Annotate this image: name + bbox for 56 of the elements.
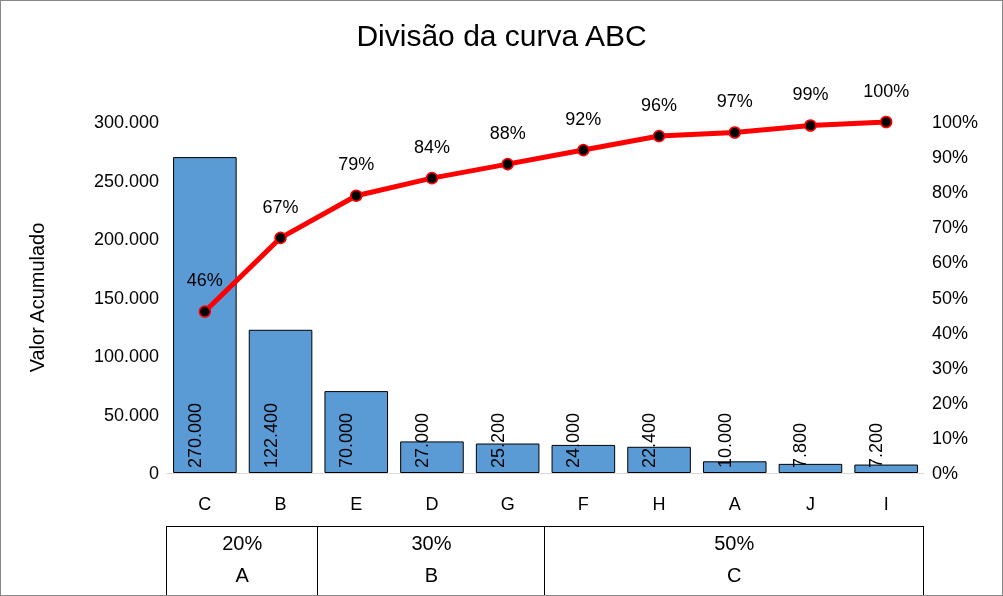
data-label: 79% bbox=[338, 154, 375, 175]
data-label: 25.200 bbox=[487, 412, 508, 468]
data-label: 7.800 bbox=[790, 422, 811, 468]
x-tick-label: C bbox=[198, 494, 212, 514]
data-label: 99% bbox=[792, 84, 829, 105]
y2-tick-label: 70% bbox=[932, 217, 969, 238]
data-label: 22.400 bbox=[639, 412, 660, 468]
chart-title: Divisão da curva ABC bbox=[356, 18, 647, 52]
data-label: 70.000 bbox=[336, 412, 357, 468]
y2-tick-label: 0% bbox=[932, 463, 959, 483]
y-tick-label: 100.000 bbox=[93, 346, 159, 366]
y2-tick-label: 100% bbox=[932, 112, 979, 132]
data-label: 24.000 bbox=[563, 412, 584, 468]
data-label: 96% bbox=[641, 94, 678, 115]
text: A bbox=[234, 563, 250, 588]
y-tick-label: 250.000 bbox=[93, 170, 159, 191]
x-tick-label: I bbox=[883, 494, 889, 514]
data-label: 122.400 bbox=[260, 402, 281, 468]
x-tick-label: H bbox=[652, 494, 666, 514]
text: 30% bbox=[410, 531, 453, 556]
y2-tick-label: 20% bbox=[932, 392, 969, 413]
y-tick-label: 0 bbox=[148, 463, 159, 483]
y2-tick-label: 90% bbox=[932, 147, 969, 168]
data-label: 92% bbox=[565, 108, 602, 129]
text: C bbox=[726, 563, 743, 588]
y2-tick-label: 50% bbox=[932, 287, 969, 308]
y-axis-title: Valor Acumulado bbox=[26, 222, 48, 373]
x-tick-label: A bbox=[728, 494, 741, 514]
data-label: 270.000 bbox=[184, 402, 205, 468]
data-label: 88% bbox=[489, 122, 526, 143]
y-tick-label: 300.000 bbox=[93, 112, 159, 132]
text: B bbox=[423, 563, 440, 588]
data-label: 10.000 bbox=[714, 412, 735, 468]
data-label: 7.200 bbox=[866, 422, 887, 468]
y2-tick-label: 80% bbox=[932, 182, 969, 203]
x-tick-label: G bbox=[500, 494, 515, 514]
data-label: 97% bbox=[716, 91, 753, 112]
y-tick-label: 200.000 bbox=[93, 229, 159, 249]
x-tick-label: D bbox=[425, 494, 439, 514]
data-label: 84% bbox=[413, 136, 450, 157]
x-tick-label: F bbox=[577, 494, 589, 514]
y2-tick-label: 40% bbox=[932, 322, 969, 343]
text: 20% bbox=[221, 531, 264, 556]
y2-tick-label: 30% bbox=[932, 357, 969, 378]
data-label: 46% bbox=[186, 270, 223, 291]
data-label: 100% bbox=[863, 80, 910, 101]
y2-tick-label: 60% bbox=[932, 252, 969, 273]
y2-tick-label: 10% bbox=[932, 427, 969, 448]
x-tick-label: E bbox=[350, 494, 363, 514]
data-label: 67% bbox=[262, 196, 299, 217]
x-tick-label: B bbox=[274, 494, 287, 514]
y-tick-label: 50.000 bbox=[103, 404, 159, 425]
text: 50% bbox=[713, 531, 756, 556]
y-tick-label: 150.000 bbox=[93, 287, 159, 308]
data-label: 27.000 bbox=[411, 412, 432, 468]
x-tick-label: J bbox=[805, 494, 815, 514]
